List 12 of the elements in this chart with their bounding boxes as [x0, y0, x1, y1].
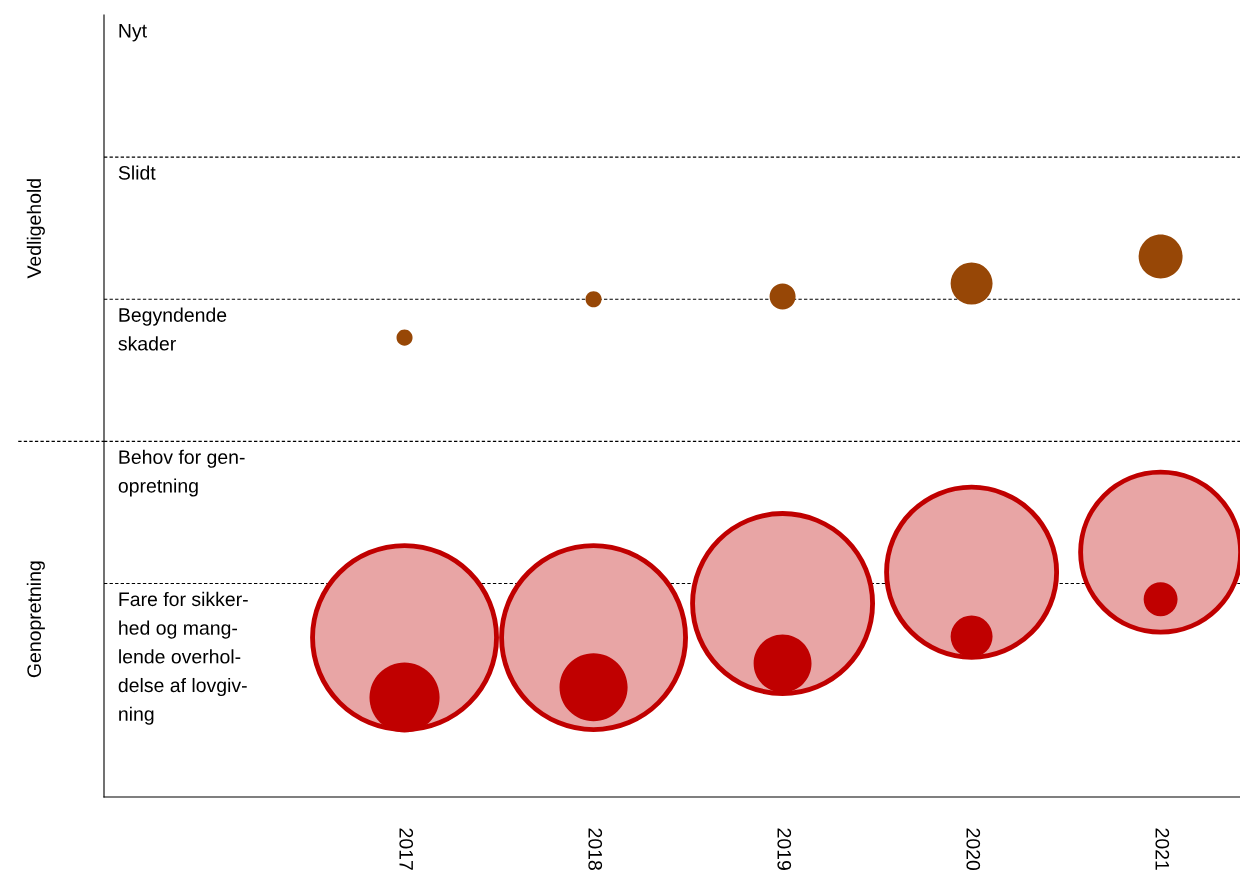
- text: Nyt: [119, 24, 147, 42]
- x-tick-label: 2018: [588, 828, 603, 870]
- x-tick-label: 2020: [966, 828, 981, 871]
- text: Vedligehold: [26, 179, 45, 279]
- ref-line-label: Begyndende skader: [118, 307, 227, 351]
- ref-line-label: Behov for gen- opretning: [118, 449, 245, 497]
- text: Genopretning: [26, 561, 45, 678]
- x-tick-label: 2017: [399, 828, 414, 870]
- x-tick-label: 2019: [777, 828, 792, 870]
- x-tick-label: 2021: [1155, 828, 1170, 870]
- ref-line-label: Fare for sikker- hed og mang- lende overhol- delse af lovgiv- ning: [118, 591, 248, 725]
- ref-line-label: Slidt: [118, 165, 156, 180]
